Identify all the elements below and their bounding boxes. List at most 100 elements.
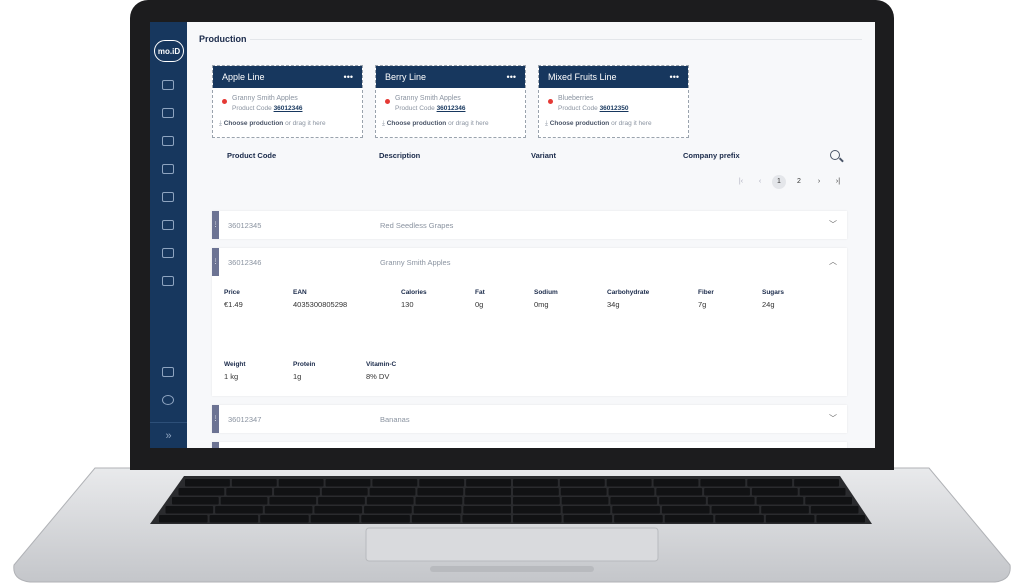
key xyxy=(463,506,511,514)
key xyxy=(466,479,511,487)
drag-hint: or drag it here xyxy=(611,120,652,127)
key xyxy=(711,506,760,514)
table-row[interactable]: ⋮ 36012347 Bananas ﹀ xyxy=(212,405,847,433)
row-description: Bananas xyxy=(380,415,410,424)
row-product-code: 36012347 xyxy=(228,415,262,424)
key xyxy=(165,506,214,514)
scan-icon[interactable] xyxy=(162,192,174,202)
logout-icon[interactable] xyxy=(162,367,174,377)
key xyxy=(220,497,268,505)
key xyxy=(751,488,798,496)
field-label: Protein xyxy=(293,361,316,368)
search-icon[interactable] xyxy=(830,150,840,160)
key xyxy=(278,479,324,487)
drag-handle-icon[interactable]: ⋮ xyxy=(212,211,219,239)
status-dot xyxy=(385,99,390,104)
chevron-up-icon[interactable]: ︿ xyxy=(829,257,837,266)
settings-sliders-icon[interactable] xyxy=(162,276,174,286)
field-value: 0mg xyxy=(534,300,549,309)
field-label: Calories xyxy=(401,289,427,296)
more-menu-icon[interactable]: ••• xyxy=(506,72,516,82)
production-line-card[interactable]: Berry Line ••• Granny Smith Apples Produc… xyxy=(375,65,526,138)
choose-production-link[interactable]: Choose production xyxy=(223,120,284,127)
key xyxy=(274,488,320,496)
key xyxy=(805,497,852,505)
user-icon[interactable] xyxy=(162,395,174,405)
field-label: Fat xyxy=(475,289,485,296)
product-code-link[interactable]: 36012346 xyxy=(436,105,466,112)
app-screen: mo.iD » Production Apple Line ••• Granny … xyxy=(150,22,875,448)
expand-sidebar-button[interactable]: » xyxy=(150,422,187,448)
key xyxy=(816,515,865,523)
page-button[interactable]: 2 xyxy=(797,178,801,185)
trackpad xyxy=(365,527,659,562)
column-header[interactable]: Description xyxy=(379,151,421,160)
key xyxy=(661,506,710,514)
pagination-next-button[interactable]: › xyxy=(817,178,821,185)
page-title: Production xyxy=(199,34,247,44)
field-value: 1 kg xyxy=(224,372,239,381)
network-icon[interactable] xyxy=(162,248,174,258)
line-name: Apple Line xyxy=(222,72,265,82)
key xyxy=(765,515,815,523)
column-header[interactable]: Variant xyxy=(531,151,557,160)
more-menu-icon[interactable]: ••• xyxy=(669,72,679,82)
choose-production-link[interactable]: Choose production xyxy=(386,120,447,127)
column-header[interactable]: Company prefix xyxy=(683,151,740,160)
table-row[interactable]: ⋮ 36012346 Granny Smith Apples ︿ Price €1.… xyxy=(212,248,847,396)
key xyxy=(314,506,363,514)
production-line-card[interactable]: Mixed Fruits Line ••• Blueberries Product… xyxy=(538,65,689,138)
pagination-prev-button[interactable]: ‹ xyxy=(758,178,762,185)
status-dot xyxy=(222,99,227,104)
key xyxy=(608,488,655,496)
field-label: EAN xyxy=(293,289,307,296)
pagination-first-button[interactable]: |‹ xyxy=(738,178,744,185)
download-icon: ⤓ xyxy=(545,120,548,127)
key xyxy=(610,497,658,505)
more-menu-icon[interactable]: ••• xyxy=(343,72,353,82)
chevron-down-icon[interactable]: ﹀ xyxy=(829,220,837,229)
key xyxy=(559,479,605,487)
field-value: 8% DV xyxy=(366,372,390,381)
key xyxy=(318,497,365,505)
key xyxy=(653,479,699,487)
table-row[interactable]: ⋮ 36012345 Red Seedless Grapes ﹀ xyxy=(212,211,847,239)
drop-zone[interactable]: ⤓ Choose production or drag it here xyxy=(219,120,326,128)
key xyxy=(513,515,562,523)
drag-handle-icon[interactable]: ⋮ xyxy=(212,248,219,276)
production-line-card[interactable]: Apple Line ••• Granny Smith Apples Produc… xyxy=(212,65,363,138)
key xyxy=(606,479,652,487)
page-button[interactable]: 1 xyxy=(772,175,786,189)
download-icon: ⤓ xyxy=(219,120,222,127)
product-code: Product Code 36012346 xyxy=(232,105,302,112)
drop-zone[interactable]: ⤓ Choose production or drag it here xyxy=(545,120,652,128)
drag-hint: or drag it here xyxy=(285,120,326,127)
box-icon[interactable] xyxy=(162,164,174,174)
drop-zone[interactable]: ⤓ Choose production or drag it here xyxy=(382,120,489,128)
field-value: 7g xyxy=(698,300,707,309)
product-code: Product Code 36012350 xyxy=(558,105,628,112)
card-header: Apple Line ••• xyxy=(213,66,362,88)
column-header[interactable]: Product Code xyxy=(227,151,277,160)
key xyxy=(462,515,511,523)
product-code-link[interactable]: 36012346 xyxy=(273,105,303,112)
divider xyxy=(250,39,862,40)
database-icon[interactable] xyxy=(162,136,174,146)
line-name: Berry Line xyxy=(385,72,427,82)
key xyxy=(369,488,416,496)
download-icon: ⤓ xyxy=(382,120,385,127)
drag-handle-icon[interactable]: ⋮ xyxy=(212,405,219,433)
printer-icon[interactable] xyxy=(162,220,174,230)
pagination-last-button[interactable]: ›| xyxy=(835,178,841,185)
field-value: 130 xyxy=(401,300,414,309)
table-row[interactable] xyxy=(212,442,847,448)
choose-production-link[interactable]: Choose production xyxy=(549,120,610,127)
production-icon[interactable] xyxy=(162,108,174,118)
product-code-link[interactable]: 36012350 xyxy=(599,105,629,112)
key xyxy=(715,515,764,523)
field-label: Price xyxy=(224,289,240,296)
dashboard-icon[interactable] xyxy=(162,80,174,90)
chevron-down-icon[interactable]: ﹀ xyxy=(829,414,837,423)
drag-handle-icon[interactable] xyxy=(212,442,219,448)
